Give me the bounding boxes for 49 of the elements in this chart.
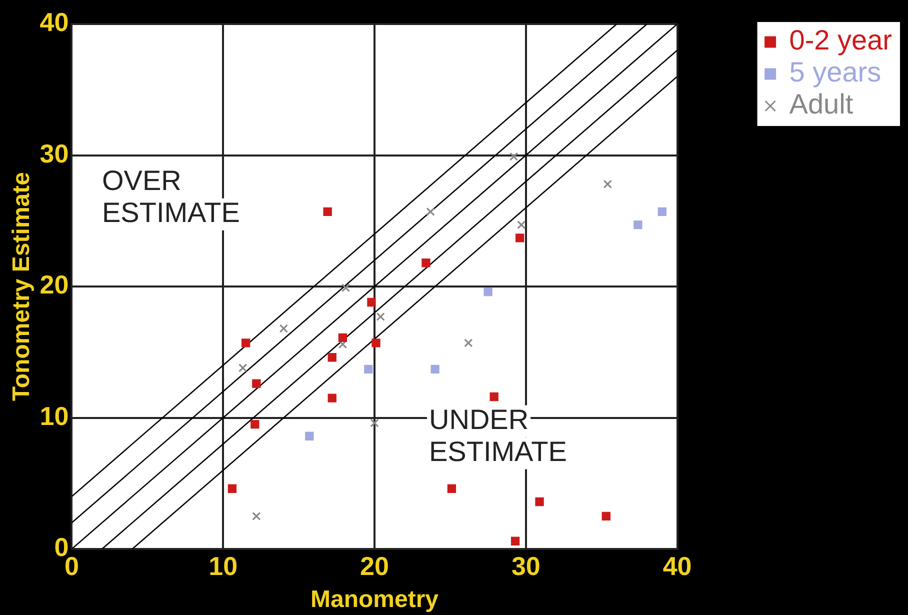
point: [490, 392, 498, 402]
point: [370, 418, 379, 428]
x-tick-label: 20: [360, 550, 389, 581]
legend-label: 5 years: [789, 56, 882, 88]
point: [602, 512, 610, 521]
y-axis-title: Tonometry Estimate: [8, 172, 36, 401]
point: [517, 220, 526, 230]
point: [510, 536, 520, 546]
point: [328, 394, 336, 402]
y-tick-label: 10: [40, 400, 69, 431]
point: [367, 298, 376, 307]
point: [634, 220, 642, 230]
y-tick-label: 40: [40, 7, 69, 38]
legend-label: Adult: [789, 88, 854, 120]
x-axis-title: Manometry: [310, 586, 440, 614]
point: [252, 512, 261, 521]
annotation: OVER ESTIMATE: [102, 165, 240, 228]
point: [430, 364, 440, 374]
point: [338, 333, 348, 342]
y-tick-label: 30: [40, 138, 69, 168]
point: [422, 258, 430, 268]
point: [516, 234, 524, 242]
point: [328, 353, 336, 362]
point: [484, 287, 492, 296]
point: [323, 207, 332, 216]
x-tick-label: 40: [662, 550, 692, 581]
y-tick-label: 20: [40, 270, 69, 300]
point: [279, 324, 288, 333]
x-tick-label: 10: [208, 550, 238, 581]
point: [658, 207, 666, 216]
point: [228, 484, 237, 493]
point: [426, 207, 435, 216]
point: [372, 338, 380, 348]
point: [447, 484, 456, 493]
legend-label: 0-2 year: [789, 24, 892, 56]
point: [509, 152, 518, 161]
point: [341, 283, 350, 292]
x-tick-label: 30: [511, 550, 540, 581]
point: [250, 420, 260, 429]
point: [364, 364, 373, 374]
point: [376, 312, 385, 322]
point: [241, 338, 250, 348]
point: [238, 364, 248, 372]
point: [305, 432, 314, 440]
point: [535, 497, 544, 506]
point: [252, 379, 261, 388]
annotation: UNDER ESTIMATE: [429, 404, 567, 467]
point: [464, 338, 473, 348]
point: [603, 180, 612, 188]
